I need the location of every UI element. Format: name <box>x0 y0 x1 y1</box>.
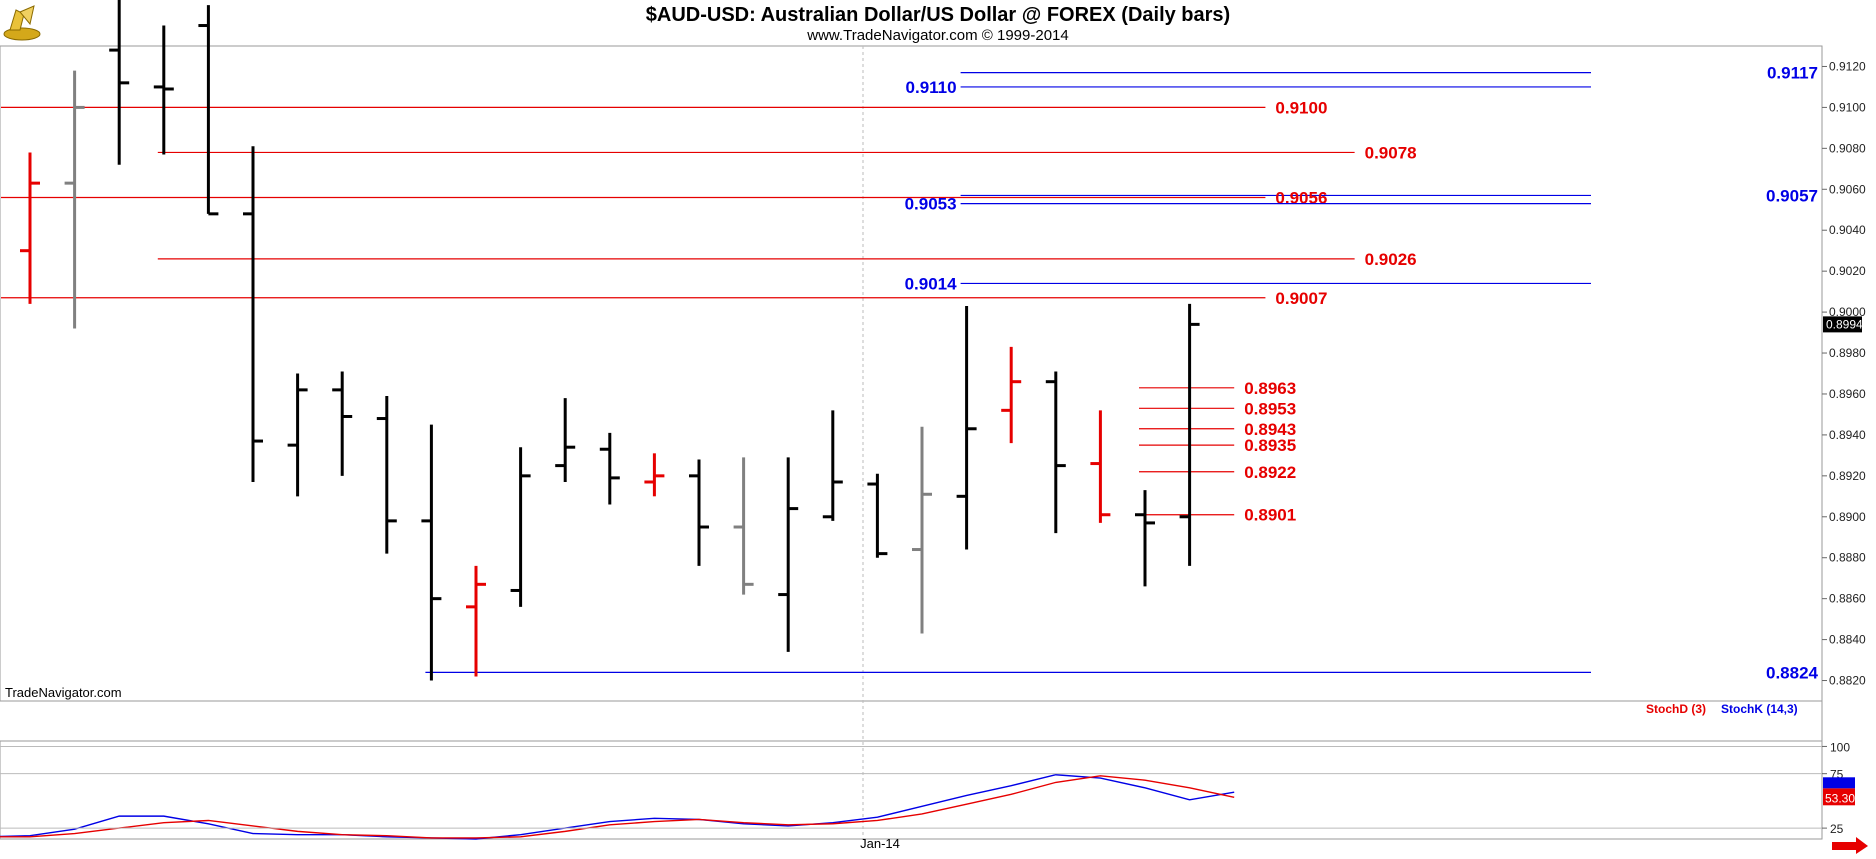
stoch-last-label: 53.30 <box>1825 791 1855 805</box>
legend-stochd: StochD (3) <box>1646 702 1706 716</box>
ohlc-bar <box>599 432 620 505</box>
stoch-tick-label: 100 <box>1830 740 1850 754</box>
price-tick-label: 0.9040 <box>1829 223 1866 237</box>
watermark: TradeNavigator.com <box>5 685 122 700</box>
level-label: 0.8935 <box>1244 436 1296 455</box>
ohlc-bar <box>778 457 799 652</box>
ohlc-bar <box>912 426 932 634</box>
ohlc-bar <box>109 0 130 165</box>
price-tick-label: 0.9020 <box>1829 264 1866 278</box>
ohlc-bar <box>822 410 843 521</box>
ohlc-bar <box>466 565 486 677</box>
ohlc-bar <box>287 373 308 497</box>
level-label: 0.8824 <box>1766 663 1819 682</box>
stochk-last-badge <box>1823 777 1855 789</box>
legend-stochk: StochK (14,3) <box>1721 702 1798 716</box>
last-price-badge <box>1823 316 1862 333</box>
price-tick-label: 0.9120 <box>1829 59 1866 73</box>
price-tick-label: 0.8860 <box>1829 592 1866 606</box>
ohlc-bar <box>1179 303 1200 566</box>
level-label: 0.9078 <box>1365 143 1417 162</box>
stoch-tick-label: 25 <box>1830 822 1844 836</box>
stoch-line-red <box>0 775 1235 839</box>
level-label: 0.8953 <box>1244 399 1296 418</box>
level-label: 0.8943 <box>1244 420 1296 439</box>
scroll-right-icon[interactable] <box>1832 837 1868 854</box>
ohlc-bar <box>421 424 442 681</box>
ohlc-bar <box>1045 371 1066 534</box>
price-tick-label: 0.8840 <box>1829 633 1866 647</box>
ohlc-bar <box>1090 410 1111 523</box>
stoch-last-badge <box>1823 788 1855 806</box>
last-price-label: 0.8994 <box>1826 317 1863 331</box>
ohlc-bar <box>376 396 397 554</box>
level-label: 0.9007 <box>1275 289 1327 308</box>
price-bars <box>20 0 1200 681</box>
price-tick-label: 0.9080 <box>1829 141 1866 155</box>
level-label: 0.8922 <box>1244 463 1296 482</box>
ohlc-bar <box>555 398 576 482</box>
ohlc-bar <box>64 70 85 329</box>
ohlc-bar <box>1001 346 1022 444</box>
price-tick-label: 0.8960 <box>1829 387 1866 401</box>
price-tick-label: 0.8900 <box>1829 510 1866 524</box>
price-panel <box>0 45 1823 702</box>
price-tick-label: 0.8920 <box>1829 469 1866 483</box>
level-label: 0.8901 <box>1244 506 1296 525</box>
price-tick-label: 0.9000 <box>1829 305 1866 319</box>
ohlc-bar <box>332 371 353 476</box>
ohlc-bar <box>198 5 219 216</box>
logo-icon <box>3 5 41 41</box>
price-tick-label: 0.8980 <box>1829 346 1866 360</box>
level-label: 0.9056 <box>1275 188 1327 207</box>
ohlc-bar <box>689 459 709 566</box>
price-tick-label: 0.8820 <box>1829 674 1866 688</box>
ohlc-bar <box>153 25 174 155</box>
level-label: 0.9057 <box>1766 186 1818 205</box>
ohlc-bar <box>243 146 263 482</box>
chart-title: $AUD-USD: Australian Dollar/US Dollar @ … <box>646 4 1230 26</box>
price-tick-label: 0.8880 <box>1829 551 1866 565</box>
level-label: 0.9014 <box>905 274 958 293</box>
price-axis: 0.8820 0.8840 0.8860 0.8880 0.8900 0.8920 0.89… <box>1822 59 1866 688</box>
level-label: 0.9053 <box>905 195 957 214</box>
ohlc-bar <box>1135 490 1155 587</box>
level-label: 0.9110 <box>906 78 957 97</box>
ohlc-bar <box>644 453 665 497</box>
price-tick-label: 0.9060 <box>1829 182 1866 196</box>
chart-subtitle: www.TradeNavigator.com © 1999-2014 <box>806 27 1068 44</box>
stochastic-panel <box>0 740 1823 840</box>
ohlc-bar <box>956 305 977 550</box>
ohlc-bar <box>867 473 888 558</box>
level-label: 0.9117 <box>1767 64 1818 83</box>
level-label: 0.9026 <box>1365 250 1417 269</box>
level-label: 0.8963 <box>1244 379 1296 398</box>
level-label: 0.9100 <box>1275 98 1327 117</box>
stochastic-lines <box>0 774 1235 840</box>
x-axis-label: Jan-14 <box>860 836 900 851</box>
ohlc-bar <box>510 447 531 607</box>
ohlc-bar <box>20 152 40 304</box>
ohlc-bar <box>733 457 754 595</box>
level-lines: 0.9117 0.9110 0.9100 0.9078 0.9057 0.9056 0.90… <box>1 64 1819 682</box>
price-tick-label: 0.9100 <box>1829 100 1866 114</box>
price-tick-label: 0.8940 <box>1829 428 1866 442</box>
